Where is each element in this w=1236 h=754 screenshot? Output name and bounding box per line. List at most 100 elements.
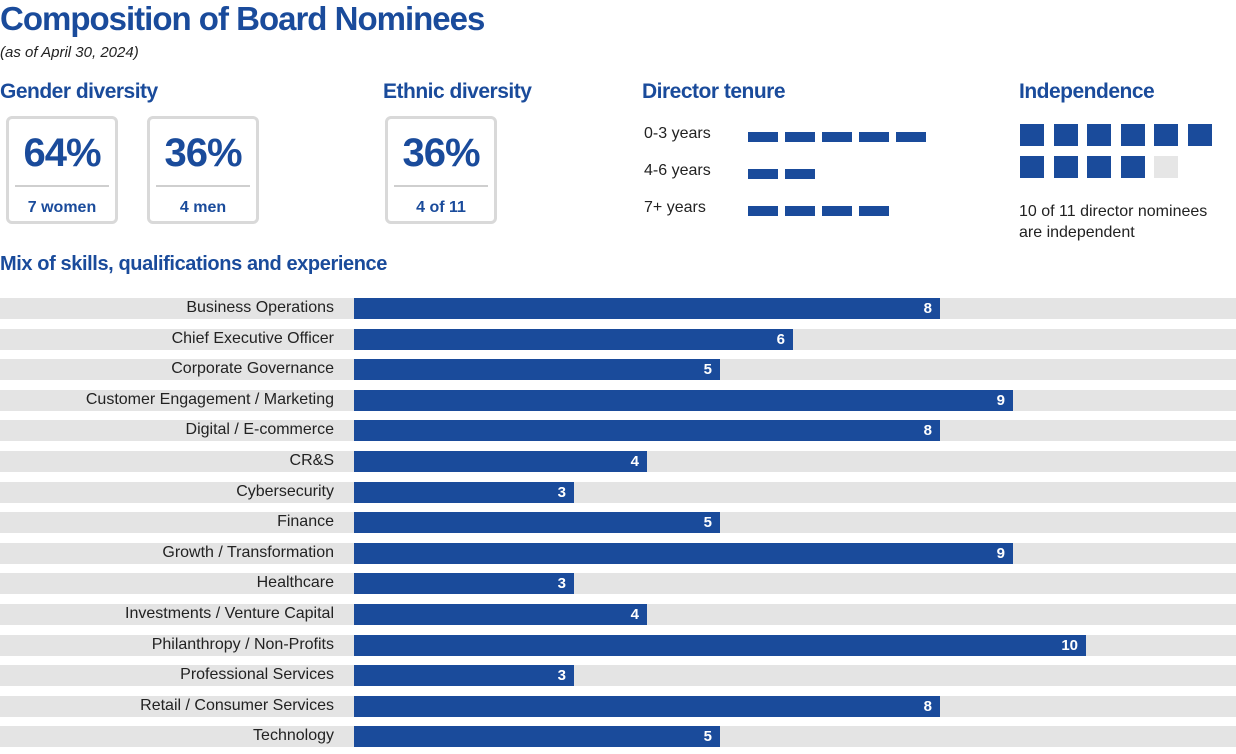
women-percent: 64%: [23, 131, 101, 175]
skill-value-label: 8: [923, 422, 932, 439]
tenure-label: 7+ years: [644, 199, 706, 216]
skill-value-label: 4: [630, 453, 639, 470]
skill-bar: 9: [354, 390, 1013, 411]
independent-director-square: [1020, 124, 1044, 146]
skill-row: Technology 5: [0, 726, 1236, 747]
page-title: Composition of Board Nominees: [0, 0, 485, 37]
skill-value-label: 3: [557, 667, 566, 684]
skill-value-label: 8: [923, 698, 932, 715]
skill-label: Retail / Consumer Services: [140, 697, 334, 714]
skill-value-label: 9: [996, 392, 1005, 409]
tenure-dash: [859, 132, 889, 142]
skill-bar: 3: [354, 482, 574, 503]
skill-value-label: 9: [996, 545, 1005, 562]
skill-label: Investments / Venture Capital: [125, 605, 334, 622]
tenure-label: 4-6 years: [644, 162, 711, 179]
skill-label: Cybersecurity: [236, 483, 334, 500]
tenure-dash: [748, 206, 778, 216]
skill-row: Healthcare 3: [0, 573, 1236, 594]
skill-value-label: 4: [630, 606, 639, 623]
tenure-dash: [859, 206, 889, 216]
independent-director-square: [1087, 124, 1111, 146]
skill-label: Finance: [277, 513, 334, 530]
tenure-dash: [785, 132, 815, 142]
skill-label: Corporate Governance: [171, 360, 334, 377]
skill-row: Philanthropy / Non-Profits 10: [0, 635, 1236, 656]
independent-director-square: [1120, 124, 1145, 146]
skill-label: Customer Engagement / Marketing: [85, 391, 334, 408]
independent-director-square: [1020, 156, 1044, 178]
independent-director-square: [1154, 124, 1178, 146]
tenure-dash: [822, 132, 852, 142]
as-of-date: (as of April 30, 2024): [0, 44, 139, 61]
skill-bar: 6: [354, 329, 793, 350]
skill-bar: 8: [354, 298, 940, 319]
skill-value-label: 5: [703, 728, 712, 745]
divider: [394, 185, 488, 187]
skill-label: CR&S: [289, 452, 334, 469]
tenure-label: 0-3 years: [644, 125, 711, 142]
skill-row: Cybersecurity 3: [0, 482, 1236, 503]
independent-director-square: [1087, 156, 1111, 178]
independence-caption: 10 of 11 director nominees are independe…: [1019, 203, 1208, 241]
divider: [15, 185, 109, 187]
skill-bar: 3: [354, 573, 574, 594]
skill-bar: 5: [354, 512, 720, 533]
tenure-dash: [748, 169, 778, 179]
skill-value-label: 6: [776, 331, 785, 348]
skill-row: Retail / Consumer Services 8: [0, 696, 1236, 717]
tenure-dash: [822, 206, 852, 216]
skill-label: Philanthropy / Non-Profits: [151, 636, 334, 653]
skills-bar-chart: Business Operations 8 Chief Executive Offi…: [0, 296, 1236, 754]
skill-label: Growth / Transformation: [162, 544, 334, 561]
independent-director-square: [1053, 124, 1078, 146]
independence-heading: Independence: [1019, 80, 1155, 103]
skill-bar: 5: [354, 726, 720, 747]
skill-row: Chief Executive Officer 6: [0, 329, 1236, 350]
independence-grid: [1020, 124, 1220, 180]
skill-row: Corporate Governance 5: [0, 359, 1236, 380]
skill-label: Chief Executive Officer: [171, 330, 334, 347]
women-caption: 7 women: [27, 199, 97, 216]
skill-row: Finance 5: [0, 512, 1236, 533]
skill-label: Technology: [253, 727, 334, 744]
independent-director-square: [1187, 124, 1212, 146]
skill-value-label: 3: [557, 484, 566, 501]
skill-label: Business Operations: [186, 299, 334, 316]
skill-row: Digital / E-commerce 8: [0, 420, 1236, 441]
independent-director-square: [1053, 156, 1078, 178]
men-caption: 4 men: [179, 199, 227, 216]
men-stat-card: 36% 4 men: [147, 116, 259, 224]
skill-bar: 9: [354, 543, 1013, 564]
skill-row: Growth / Transformation 9: [0, 543, 1236, 564]
skills-chart-title: Mix of skills, qualifications and experi…: [0, 253, 387, 275]
skill-value-label: 5: [703, 361, 712, 378]
skill-row: Professional Services 3: [0, 665, 1236, 686]
tenure-dash: [785, 206, 815, 216]
ethnic-diversity-heading: Ethnic diversity: [383, 80, 532, 103]
tenure-dash: [748, 132, 778, 142]
skill-bar: 3: [354, 665, 574, 686]
men-percent: 36%: [164, 131, 242, 175]
skill-label: Healthcare: [256, 574, 334, 591]
skill-bar: 10: [354, 635, 1086, 656]
skill-label: Digital / E-commerce: [185, 421, 334, 438]
skill-value-label: 3: [557, 575, 566, 592]
director-tenure-heading: Director tenure: [642, 80, 786, 103]
skill-bar: 8: [354, 696, 940, 717]
skill-value-label: 8: [923, 300, 932, 317]
ethnic-stat-card: 36% 4 of 11: [385, 116, 497, 224]
skill-label: Professional Services: [180, 666, 334, 683]
skill-value-label: 5: [703, 514, 712, 531]
independent-director-square: [1120, 156, 1145, 178]
skill-bar: 4: [354, 451, 647, 472]
skill-row: Customer Engagement / Marketing 9: [0, 390, 1236, 411]
skill-row: Business Operations 8: [0, 298, 1236, 319]
skill-bar: 5: [354, 359, 720, 380]
skill-row: CR&S 4: [0, 451, 1236, 472]
skill-row: Investments / Venture Capital 4: [0, 604, 1236, 625]
skill-bar: 8: [354, 420, 940, 441]
skill-value-label: 10: [1061, 637, 1078, 654]
divider: [156, 185, 250, 187]
women-stat-card: 64% 7 women: [6, 116, 118, 224]
